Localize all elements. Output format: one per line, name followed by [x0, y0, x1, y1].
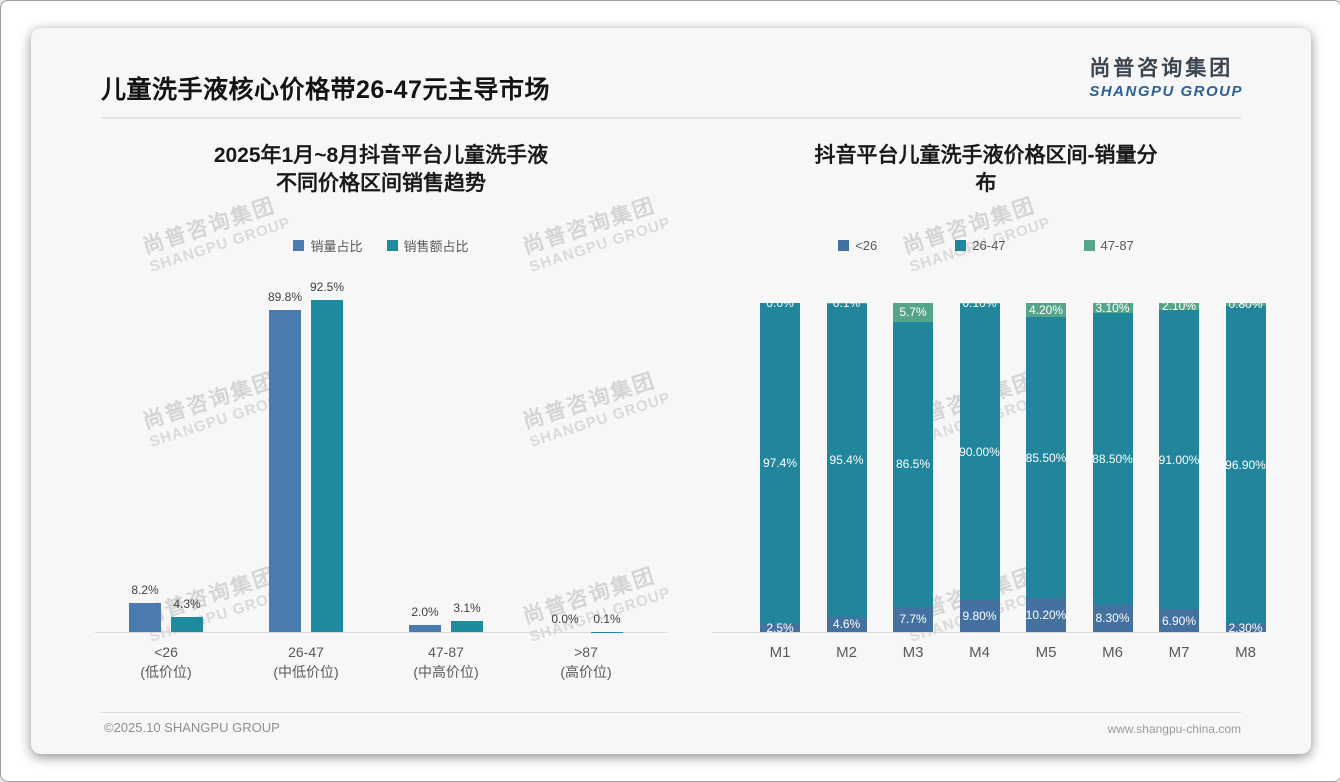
category-label: >87(高价位)	[521, 642, 651, 683]
legend: 销量占比 销售额占比	[101, 236, 661, 255]
bar-value-label: 92.5%	[310, 280, 344, 294]
segment-value-label: 4.20%	[1029, 303, 1063, 317]
bar	[409, 625, 441, 632]
chart-price-band-sales-trend: 2025年1月~8月抖音平台儿童洗手液 不同价格区间销售趋势 销量占比 销售额占比…	[101, 142, 661, 662]
category-label: M4	[950, 642, 1010, 664]
category-label: 26-47(中低价位)	[241, 642, 371, 683]
segment-value-label: 0.0%	[766, 303, 793, 310]
chart-title-line2: 不同价格区间销售趋势	[276, 172, 486, 195]
segment-value-label: 0.1%	[833, 303, 860, 310]
segment-value-label: 7.7%	[899, 612, 926, 626]
chart-title-line1: 抖音平台儿童洗手液价格区间-销量分	[815, 144, 1158, 167]
category-label: M8	[1216, 642, 1276, 664]
legend-swatch	[955, 240, 966, 251]
title-underline	[101, 117, 1241, 119]
segment-value-label: 90.00%	[960, 445, 1000, 459]
segment-value-label: 3.10%	[1095, 303, 1129, 315]
logo-cn-text: 尚普咨询集团	[1089, 52, 1243, 82]
legend-item: 26-47	[955, 238, 1005, 253]
footer-divider	[101, 712, 1241, 713]
segment-value-label: 8.30%	[1095, 611, 1129, 625]
category-label: M7	[1149, 642, 1209, 664]
bar-value-label: 3.1%	[453, 601, 480, 615]
chart-price-band-volume-distribution: 抖音平台儿童洗手液价格区间-销量分 布 <26 26-47 47-87 2.5% 97…	[706, 142, 1266, 662]
stacked-bar: 2.30% 96.90% 0.80%	[1226, 303, 1266, 632]
legend-item: 47-87	[1084, 238, 1134, 253]
category-label: M3	[883, 642, 943, 664]
segment-value-label: 2.30%	[1228, 621, 1262, 632]
legend-item: <26	[838, 238, 877, 253]
category-label: M6	[1083, 642, 1143, 664]
category-label: M1	[750, 642, 810, 664]
legend-label: 销售额占比	[404, 236, 469, 255]
segment-value-label: 97.4%	[763, 456, 797, 470]
stacked-bar: 6.90% 91.00% 2.10%	[1159, 303, 1199, 632]
segment-value-label: 0.80%	[1228, 303, 1262, 311]
legend: <26 26-47 47-87	[706, 238, 1266, 253]
chart-title: 2025年1月~8月抖音平台儿童洗手液 不同价格区间销售趋势	[101, 142, 661, 199]
bar	[129, 603, 161, 632]
legend-label: 47-87	[1101, 238, 1134, 253]
legend-label: 26-47	[972, 238, 1005, 253]
x-axis-line	[712, 632, 1259, 633]
chart-title: 抖音平台儿童洗手液价格区间-销量分 布	[706, 142, 1266, 199]
legend-item: 销售额占比	[387, 236, 469, 255]
slide-title: 儿童洗手液核心价格带26-47元主导市场	[101, 70, 550, 106]
bar-value-label: 89.8%	[268, 290, 302, 304]
x-axis-line	[95, 632, 667, 633]
plot-area: 8.2%4.3%<26(低价位)89.8%92.5%26-47(中低价位)2.0…	[101, 300, 661, 632]
segment-value-label: 9.80%	[962, 609, 996, 623]
segment-value-label: 6.90%	[1162, 614, 1196, 628]
category-label: <26(低价位)	[101, 642, 231, 683]
bar-value-label: 8.2%	[131, 583, 158, 597]
legend-swatch	[293, 240, 304, 251]
stacked-bar: 7.7% 86.5% 5.7%	[893, 303, 933, 632]
segment-value-label: 2.10%	[1162, 303, 1196, 313]
footer-website: www.shangpu-china.com	[1108, 722, 1241, 736]
segment-value-label: 96.90%	[1226, 458, 1266, 472]
stacked-bar: 2.5% 97.4% 0.0%	[760, 303, 800, 632]
bar	[171, 617, 203, 632]
category-label: M2	[817, 642, 877, 664]
category-label: M5	[1016, 642, 1076, 664]
stacked-bar: 10.20% 85.50% 4.20%	[1026, 303, 1066, 632]
chart-title-line1: 2025年1月~8月抖音平台儿童洗手液	[214, 144, 548, 167]
bar	[311, 300, 343, 632]
legend-swatch	[387, 240, 398, 251]
segment-value-label: 91.00%	[1159, 453, 1199, 467]
bar	[451, 621, 483, 632]
legend-label: 销量占比	[310, 236, 362, 255]
segment-value-label: 86.5%	[896, 457, 930, 471]
segment-value-label: 88.50%	[1093, 452, 1133, 466]
category-label: 47-87(中高价位)	[381, 642, 511, 683]
bar-value-label: 4.3%	[173, 597, 200, 611]
stacked-bar: 9.80% 90.00% 0.10%	[960, 303, 1000, 632]
legend-swatch	[1084, 240, 1095, 251]
stacked-bar: 8.30% 88.50% 3.10%	[1093, 303, 1133, 632]
bar-value-label: 0.0%	[551, 612, 578, 626]
segment-value-label: 85.50%	[1026, 451, 1066, 465]
legend-label: <26	[855, 238, 877, 253]
segment-value-label: 95.4%	[829, 453, 863, 467]
legend-item: 销量占比	[293, 236, 362, 255]
segment-value-label: 4.6%	[833, 617, 860, 631]
logo-en-text: SHANGPU GROUP	[1089, 83, 1243, 100]
segment-value-label: 2.5%	[766, 621, 793, 632]
bar-value-label: 0.1%	[593, 612, 620, 626]
footer-copyright: ©2025.10 SHANGPU GROUP	[104, 720, 280, 735]
segment-value-label: 10.20%	[1026, 608, 1066, 622]
segment-value-label: 0.10%	[962, 303, 996, 310]
bar	[269, 310, 301, 632]
legend-swatch	[838, 240, 849, 251]
stacked-bar: 4.6% 95.4% 0.1%	[827, 303, 867, 632]
company-logo: 尚普咨询集团 SHANGPU GROUP	[1089, 52, 1243, 100]
segment-value-label: 5.7%	[899, 305, 926, 319]
chart-title-line2: 布	[976, 172, 997, 195]
bar-value-label: 2.0%	[411, 605, 438, 619]
